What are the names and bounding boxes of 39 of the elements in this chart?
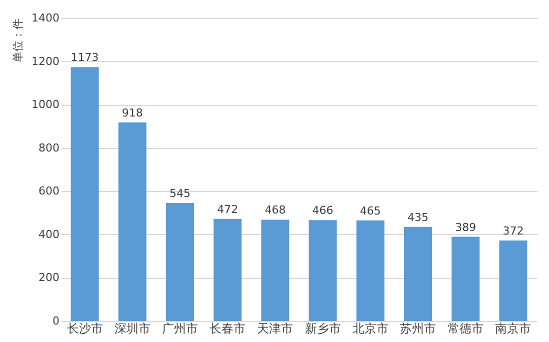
y-tick-label: 1200 [32, 54, 60, 68]
x-tick-label: 北京市 [352, 322, 388, 336]
x-tick-label: 广州市 [162, 322, 198, 336]
x-tick-label: 南京市 [495, 322, 532, 336]
bar [452, 236, 480, 321]
y-tick-label: 1000 [32, 98, 60, 112]
x-tick-label: 新乡市 [304, 322, 341, 336]
x-tick-label: 长春市 [210, 322, 246, 336]
bar [356, 220, 384, 321]
data-label: 465 [360, 204, 381, 218]
data-label: 435 [408, 210, 428, 224]
bar [499, 240, 528, 321]
data-label: 372 [502, 224, 524, 238]
bar [404, 226, 432, 321]
data-label: 472 [217, 202, 238, 216]
y-tick-label: 200 [38, 271, 60, 284]
y-tick-label: 1400 [32, 12, 60, 24]
bar [166, 203, 194, 321]
y-tick-label: 0 [52, 314, 60, 328]
x-tick-label: 长沙市 [66, 322, 103, 336]
data-label: 389 [455, 220, 476, 234]
bar [308, 220, 337, 321]
bar [70, 67, 99, 321]
x-tick-label: 天津市 [257, 322, 294, 336]
data-label: 918 [122, 106, 143, 120]
x-tick-label: 苏州市 [400, 322, 436, 336]
data-label: 468 [264, 204, 286, 217]
y-tick-label: 800 [38, 141, 60, 154]
y-tick-label: 600 [38, 184, 60, 198]
y-axis-title: 单位：件 [12, 18, 24, 62]
bar [118, 122, 146, 321]
data-label: 1173 [70, 51, 99, 64]
bar [214, 218, 242, 321]
x-tick-label: 深圳市 [114, 322, 150, 336]
bar [261, 220, 290, 321]
data-label: 466 [312, 204, 334, 218]
y-tick-label: 400 [38, 228, 60, 241]
data-label: 545 [170, 187, 190, 200]
x-tick-label: 常德市 [448, 322, 484, 336]
